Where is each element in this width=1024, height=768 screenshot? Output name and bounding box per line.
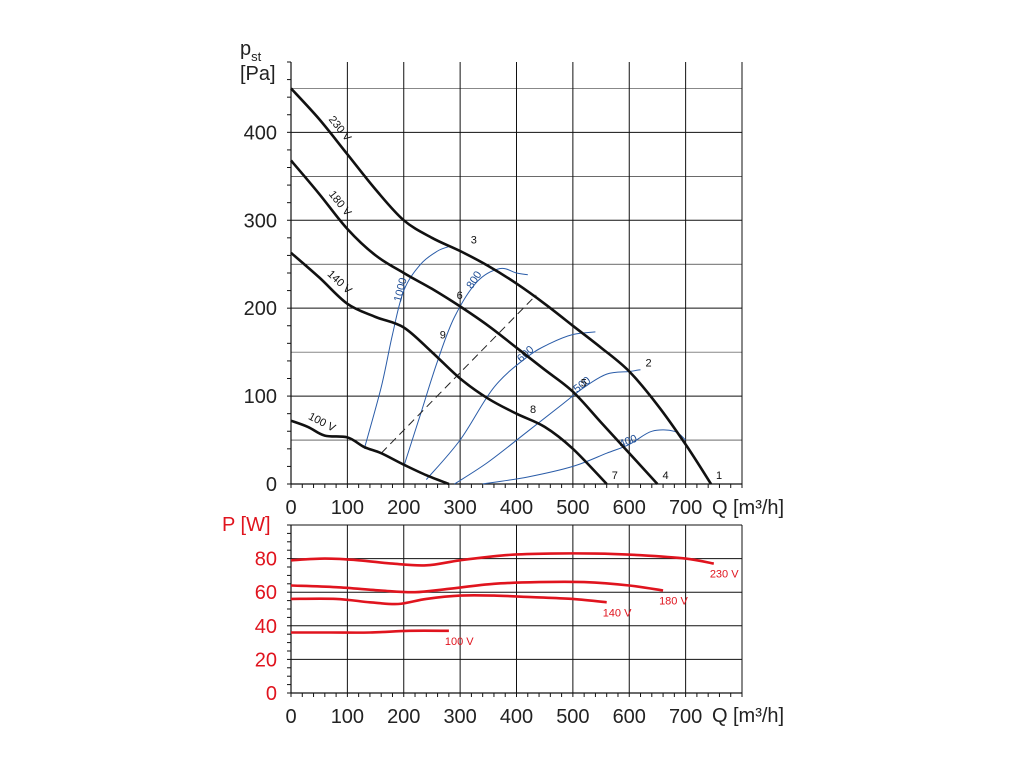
y-tick-label: 40 xyxy=(255,616,277,638)
x-tick-label: 0 xyxy=(285,497,296,519)
operating-point-label: 4 xyxy=(662,470,668,482)
rpm-label: 1000 xyxy=(392,277,410,304)
x-tick-label: 700 xyxy=(669,497,702,519)
y-tick-label: 400 xyxy=(244,122,277,144)
rpm-line xyxy=(403,267,528,467)
y-tick-label: 200 xyxy=(244,298,277,320)
pressure-chart-grid xyxy=(287,61,743,488)
power-voltage-label: 180 V xyxy=(659,596,688,608)
rpm-label: 400 xyxy=(617,433,638,451)
x-tick-label: 500 xyxy=(556,497,589,519)
flow-axis-q-lower: Q xyxy=(712,705,728,727)
x-tick-label: 100 xyxy=(331,706,364,728)
power-curve xyxy=(290,552,715,567)
operating-point-label: 1 xyxy=(716,470,722,482)
y-tick-label: 80 xyxy=(255,549,277,571)
y-tick-label: 0 xyxy=(266,474,277,496)
power-voltage-label: 230 V xyxy=(710,569,739,581)
power-axis-title: P [W] xyxy=(222,514,271,536)
power-voltage-label: 100 V xyxy=(445,636,474,648)
power-curve xyxy=(290,580,664,594)
system-curve xyxy=(380,294,537,454)
rpm-line xyxy=(482,429,686,485)
operating-point-label: 7 xyxy=(612,470,618,482)
operating-point-label: 9 xyxy=(440,329,446,341)
x-tick-label: 400 xyxy=(500,497,533,519)
pressure-curves: 230 V 180 V 140 V 100 V xyxy=(290,87,713,486)
flow-axis-q-upper: Q xyxy=(712,497,728,519)
x-tick-label: 200 xyxy=(387,497,420,519)
x-tick-label: 400 xyxy=(500,706,533,728)
x-tick-label: 500 xyxy=(556,706,589,728)
pressure-axis-labels: 0 100 200 300 400 500 600 700 0 100 200 300 400 xyxy=(244,122,703,519)
pressure-curve xyxy=(290,419,450,486)
flow-axis-unit-lower: [m³/h] xyxy=(733,705,784,727)
rpm-label: 800 xyxy=(464,269,484,291)
rpm-line xyxy=(454,369,641,485)
operating-point-label: 6 xyxy=(457,290,463,302)
voltage-label: 180 V xyxy=(326,189,354,219)
pressure-curve xyxy=(290,251,608,485)
y-tick-label: 100 xyxy=(244,386,277,408)
x-tick-label: 300 xyxy=(443,497,476,519)
rpm-line xyxy=(425,331,596,480)
y-tick-label: 300 xyxy=(244,210,277,232)
operating-point-label: 3 xyxy=(471,234,477,246)
y-tick-label: 60 xyxy=(255,582,277,604)
x-tick-label: 600 xyxy=(613,497,646,519)
power-axis-labels: 0 100 200 300 400 500 600 700 0 20 40 60 80 xyxy=(255,549,703,728)
x-tick-label: 200 xyxy=(387,706,420,728)
y-tick-label: 0 xyxy=(266,683,277,705)
operating-point-label: 2 xyxy=(646,357,652,369)
x-tick-label: 600 xyxy=(613,706,646,728)
power-curve xyxy=(290,593,607,606)
x-tick-label: 0 xyxy=(285,706,296,728)
power-curve xyxy=(291,629,449,634)
rpm-line xyxy=(363,246,450,449)
pressure-axis-unit: [Pa] xyxy=(240,63,276,85)
x-tick-label: 100 xyxy=(331,497,364,519)
y-tick-label: 20 xyxy=(255,649,277,671)
voltage-label: 100 V xyxy=(306,411,338,435)
operating-point-label: 8 xyxy=(530,404,536,416)
system-curve-line xyxy=(380,294,537,454)
pressure-curve xyxy=(290,159,659,485)
voltage-label: 230 V xyxy=(326,114,354,144)
x-tick-label: 700 xyxy=(669,706,702,728)
flow-axis-unit-upper: [m³/h] xyxy=(733,497,784,519)
pressure-curve xyxy=(290,87,713,485)
operating-point-label: 5 xyxy=(581,378,587,390)
voltage-label: 140 V xyxy=(325,268,355,297)
power-voltage-label: 140 V xyxy=(603,607,632,619)
x-tick-label: 300 xyxy=(443,706,476,728)
pressure-axis-title: pst xyxy=(240,38,262,64)
power-curves: 230 V 180 V 140 V 100 V xyxy=(290,552,739,648)
operating-point-labels: 1 2 3 4 5 6 7 8 9 xyxy=(440,234,722,482)
power-chart-grid xyxy=(287,524,743,697)
